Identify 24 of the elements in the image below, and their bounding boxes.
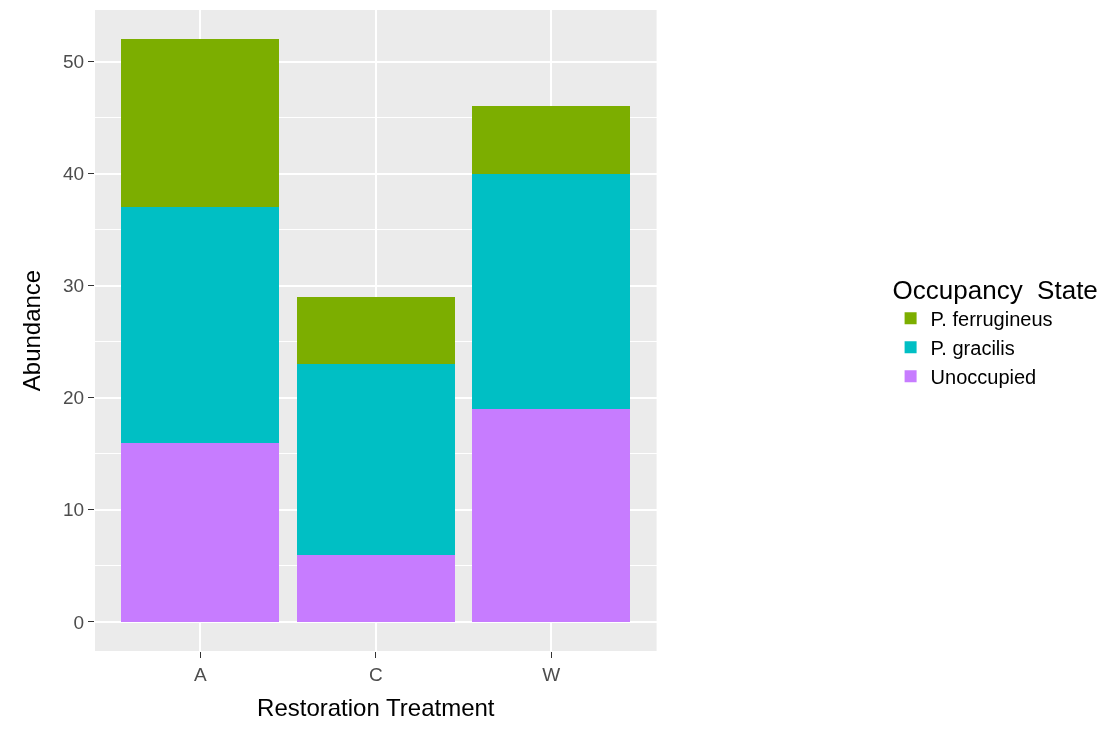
legend-label: P. gracilis	[930, 337, 1015, 360]
bar	[121, 39, 280, 208]
bar	[296, 296, 455, 365]
y-tick-label: 50	[63, 51, 85, 73]
legend-label: P. ferrugineus	[930, 308, 1053, 331]
y-tick-label: 40	[63, 163, 85, 185]
x-tick-label: W	[542, 663, 561, 685]
x-tick-label: C	[368, 663, 383, 685]
bar	[472, 173, 631, 409]
y-tick-label: 20	[63, 387, 85, 409]
y-tick-label: 30	[63, 275, 85, 297]
x-tick-label: A	[193, 663, 207, 685]
y-tick-label: 0	[73, 611, 85, 633]
y-tick-label: 10	[63, 499, 85, 521]
y-axis-title: Abundance	[18, 269, 46, 392]
legend-label: Unoccupied	[930, 366, 1037, 389]
x-axis-title: Restoration Treatment	[257, 694, 495, 722]
bar	[121, 442, 280, 622]
bar	[472, 106, 631, 174]
bar	[472, 408, 631, 622]
bar	[296, 554, 455, 622]
bar	[121, 207, 280, 443]
legend-title: Occupancy State	[892, 274, 1098, 305]
bar	[296, 364, 455, 555]
